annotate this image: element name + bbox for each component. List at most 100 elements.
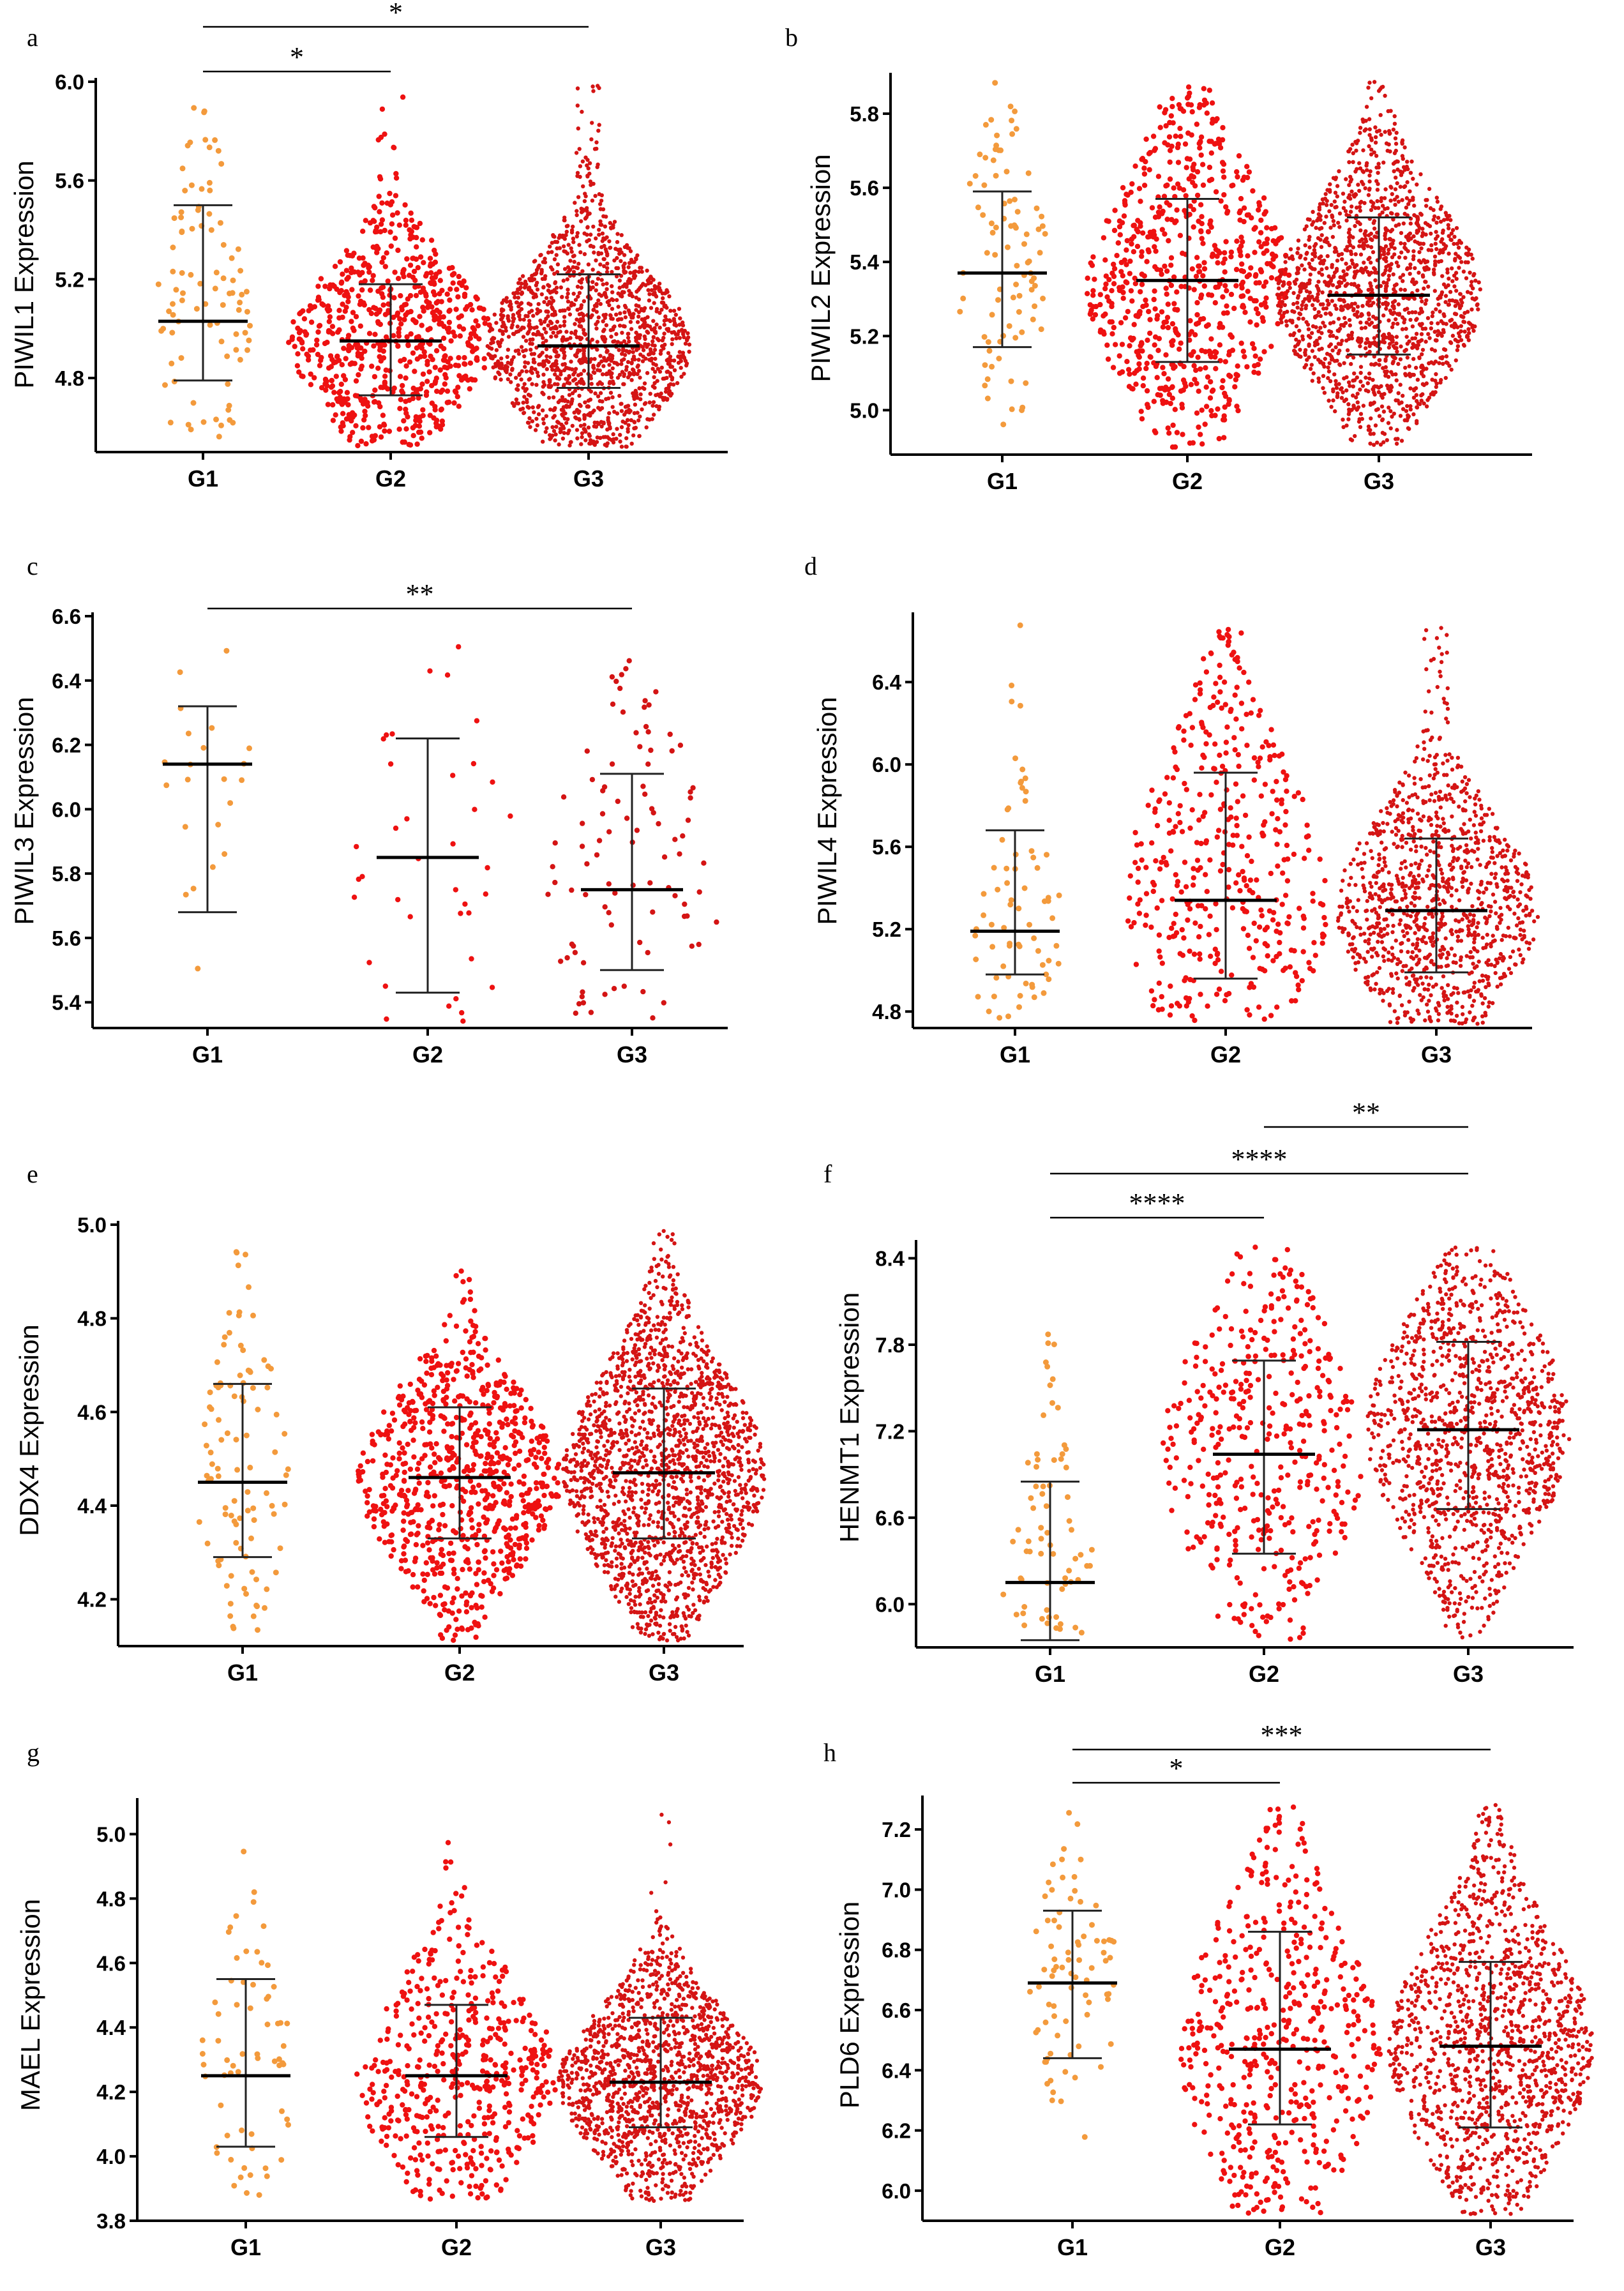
significance-label-h-0: * [1169, 1753, 1184, 1784]
dot-cloud-b-2 [1275, 80, 1482, 447]
x-category-label-a-0: G1 [188, 465, 218, 492]
x-category-label-f-0: G1 [1035, 1661, 1065, 1687]
dots-b [957, 80, 1482, 450]
y-ticks-g: 3.8 4.0 4.2 4.4 4.6 4.8 5.0 [96, 1822, 137, 2233]
y-tick-label-h-3: 6.6 [882, 1999, 911, 2022]
significance-label-h-1: *** [1261, 1720, 1303, 1751]
y-tick-label-g-3: 4.4 [96, 2016, 126, 2039]
errorbars-b [958, 190, 1430, 363]
y-tick-label-e-1: 4.4 [77, 1494, 107, 1518]
panel-g: g MAEL Expression 3.84.04.24.44.64.85.0 … [15, 1738, 763, 2260]
dot-cloud-g-2 [557, 1812, 763, 2203]
x-category-label-b-2: G3 [1364, 468, 1394, 494]
x-category-label-c-2: G3 [617, 1041, 647, 1068]
panel-a: a PIWIL1 Expression 4.85.25.66.0 G1 G2 G3 … [9, 0, 728, 492]
x-category-label-d-1: G2 [1210, 1041, 1241, 1068]
x-category-label-g-0: G1 [230, 2234, 261, 2260]
x-category-label-a-1: G2 [375, 465, 406, 492]
y-axis-label-d: PIWIL4 Expression [812, 697, 842, 925]
panel-label-f: f [823, 1160, 832, 1188]
x-category-label-e-1: G2 [444, 1660, 475, 1686]
dot-cloud-c-1 [351, 644, 513, 1024]
dot-cloud-d-0 [972, 622, 1062, 1021]
dot-cloud-e-2 [561, 1229, 767, 1643]
errorbars-c [163, 705, 683, 994]
y-tick-label-g-5: 4.8 [96, 1887, 126, 1910]
dot-cloud-h-2 [1387, 1803, 1594, 2216]
y-tick-label-f-1: 6.6 [875, 1506, 905, 1530]
y-tick-label-h-2: 6.4 [882, 2059, 912, 2082]
significance-label-a-1: * [389, 0, 403, 28]
axes-b [889, 73, 1532, 456]
x-categories-g: G1 G2 G3 [230, 2221, 676, 2260]
y-tick-label-a-3: 6.0 [55, 70, 84, 94]
y-tick-label-c-0: 5.4 [52, 991, 82, 1015]
y-tick-label-b-0: 5.0 [850, 398, 879, 422]
dot-cloud-f-0 [1000, 1331, 1095, 1636]
y-tick-label-a-1: 5.2 [55, 268, 84, 291]
y-tick-label-c-4: 6.2 [52, 734, 81, 757]
x-categories-a: G1 G2 G3 [188, 452, 604, 492]
x-category-label-f-1: G2 [1249, 1661, 1279, 1687]
y-tick-label-b-3: 5.6 [850, 176, 879, 200]
dots-g [199, 1812, 763, 2203]
x-category-label-g-1: G2 [441, 2234, 472, 2260]
errorbars-g [201, 1978, 712, 2148]
x-category-label-c-1: G2 [412, 1041, 443, 1068]
panel-label-g: g [27, 1738, 40, 1767]
panel-label-e: e [27, 1160, 38, 1188]
dots-d [972, 622, 1540, 1026]
axes-e [117, 1221, 744, 1647]
dots-c [162, 644, 719, 1024]
y-tick-label-b-4: 5.8 [850, 102, 879, 126]
y-tick-label-g-2: 4.2 [96, 2080, 126, 2104]
y-tick-label-b-2: 5.4 [850, 250, 880, 274]
dot-cloud-e-1 [356, 1268, 562, 1644]
y-axis-label-a: PIWIL1 Expression [9, 160, 39, 388]
axes-d [912, 612, 1532, 1029]
y-ticks-e: 4.2 4.4 4.6 4.8 5.0 [77, 1213, 118, 1612]
x-categories-h: G1 G2 G3 [1057, 2221, 1506, 2260]
significance-f: ********** [1050, 1097, 1468, 1219]
x-category-label-a-2: G3 [573, 465, 604, 492]
dot-cloud-g-1 [354, 1840, 558, 2202]
dot-cloud-a-0 [155, 105, 253, 440]
errorbars-a [158, 204, 640, 397]
errorbars-h [1028, 1909, 1542, 2129]
errorbars-e [198, 1382, 715, 1559]
panel-b: b PIWIL2 Expression 5.0 5.2 5.4 5.6 5.8 G1 G2… [785, 23, 1532, 494]
dot-cloud-d-1 [1125, 626, 1328, 1024]
significance-label-f-0: **** [1129, 1188, 1185, 1219]
y-tick-label-d-1: 5.2 [872, 918, 901, 941]
panel-d: d PIWIL4 Expression 4.8 5.2 5.6 6.0 6.4 G1 G2… [804, 552, 1540, 1068]
x-category-label-e-0: G1 [227, 1660, 258, 1686]
significance-label-f-1: **** [1231, 1144, 1288, 1175]
x-categories-e: G1 G2 G3 [227, 1646, 679, 1686]
y-tick-label-h-0: 6.0 [882, 2179, 911, 2203]
panel-label-c: c [27, 552, 38, 580]
panel-label-h: h [823, 1738, 836, 1767]
panel-label-d: d [804, 552, 817, 580]
y-tick-label-h-4: 6.8 [882, 1939, 911, 1962]
significance-label-f-2: ** [1352, 1097, 1380, 1128]
dot-cloud-a-1 [286, 94, 492, 449]
y-tick-label-g-0: 3.8 [96, 2209, 126, 2233]
x-categories-b: G1 G2 G3 [987, 455, 1394, 494]
dot-cloud-f-1 [1161, 1244, 1364, 1642]
x-categories-c: G1 G2 G3 [192, 1028, 647, 1068]
y-ticks-h: 6.0 6.2 6.4 6.6 6.8 7.0 7.2 [882, 1818, 922, 2203]
y-tick-label-g-1: 4.0 [96, 2145, 126, 2168]
errorbars-d [970, 771, 1487, 980]
y-tick-label-f-3: 7.8 [875, 1333, 905, 1357]
y-tick-label-h-6: 7.2 [882, 1818, 911, 1841]
y-tick-label-a-0: 4.8 [55, 367, 84, 390]
x-category-label-b-0: G1 [987, 468, 1018, 494]
x-category-label-e-2: G3 [649, 1660, 679, 1686]
y-tick-label-d-2: 5.6 [872, 835, 901, 859]
y-tick-label-d-0: 4.8 [872, 1000, 901, 1024]
panel-c: c PIWIL3 Expression 5.4 5.6 5.8 6.0 6.2 6.4 6.… [9, 552, 728, 1068]
panel-label-a: a [27, 23, 38, 52]
y-ticks-f: 6.0 6.6 7.2 7.8 8.4 [875, 1247, 916, 1616]
significance-a: ** [203, 0, 589, 73]
